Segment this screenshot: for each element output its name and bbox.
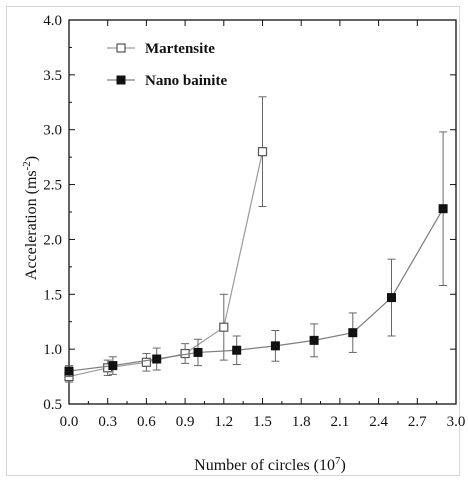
y-tick-label: 2.0	[43, 232, 62, 248]
legend-label-martensite: Martensite	[145, 41, 215, 57]
x-tick-label: 2.1	[331, 414, 350, 430]
point-nano-bainite	[152, 354, 162, 364]
point-nano-bainite	[270, 341, 280, 351]
y-tick-label: 0.5	[43, 397, 62, 413]
point-martensite	[219, 322, 229, 332]
series-line-martensite	[68, 151, 264, 378]
point-martensite	[257, 147, 268, 157]
legend: Martensite Nano bainite	[107, 41, 227, 89]
legend-item-martensite: Martensite	[107, 41, 215, 57]
plot-frame	[68, 19, 457, 405]
y-tick-label: 3.0	[43, 123, 62, 139]
y-tick-label: 1.5	[43, 287, 62, 303]
x-tick-label: 1.8	[292, 414, 311, 430]
x-tick-label: 1.2	[214, 414, 233, 430]
point-nano-bainite	[108, 361, 118, 371]
figure-frame	[6, 6, 460, 476]
point-nano-bainite	[387, 293, 396, 303]
point-nano-bainite	[232, 345, 242, 355]
x-tick-label: 2.7	[408, 414, 427, 430]
x-tick-label: 0.3	[98, 414, 117, 430]
x-tick-label: 3.0	[447, 414, 466, 430]
x-tick-label: 0.6	[137, 414, 156, 430]
y-tick-label: 2.5	[43, 178, 62, 194]
point-nano-bainite	[348, 328, 358, 338]
legend-marker-martensite	[116, 43, 126, 53]
y-axis-title: Acceleration (ms-2)	[21, 156, 40, 280]
x-tick-label: 0.9	[176, 414, 195, 430]
y-tick-label: 3.5	[43, 68, 62, 84]
plot-layer: 0.0 0.3 0.6 0.9 1.2 1.5 1.8 2.1 2.4 2.7 3.0 0.5 1.0 1…	[43, 13, 465, 430]
legend-label-nano-bainite: Nano bainite	[145, 73, 227, 89]
x-tick-label: 0.0	[60, 414, 79, 430]
y-tick-label: 4.0	[43, 13, 62, 29]
legend-item-nano-bainite: Nano bainite	[107, 73, 227, 89]
x-tick-label: 1.5	[253, 414, 272, 430]
series-line-nano-bainite	[68, 208, 444, 372]
point-nano-bainite	[438, 204, 448, 214]
point-martensite	[141, 357, 151, 367]
point-nano-bainite	[309, 335, 319, 345]
point-nano-bainite	[64, 366, 74, 376]
legend-marker-nano-bainite	[116, 75, 126, 85]
x-tick-label: 2.4	[369, 414, 388, 430]
point-nano-bainite	[193, 347, 203, 357]
x-axis-title: Number of circles (107)	[194, 455, 346, 474]
y-tick-label: 1.0	[43, 342, 62, 358]
